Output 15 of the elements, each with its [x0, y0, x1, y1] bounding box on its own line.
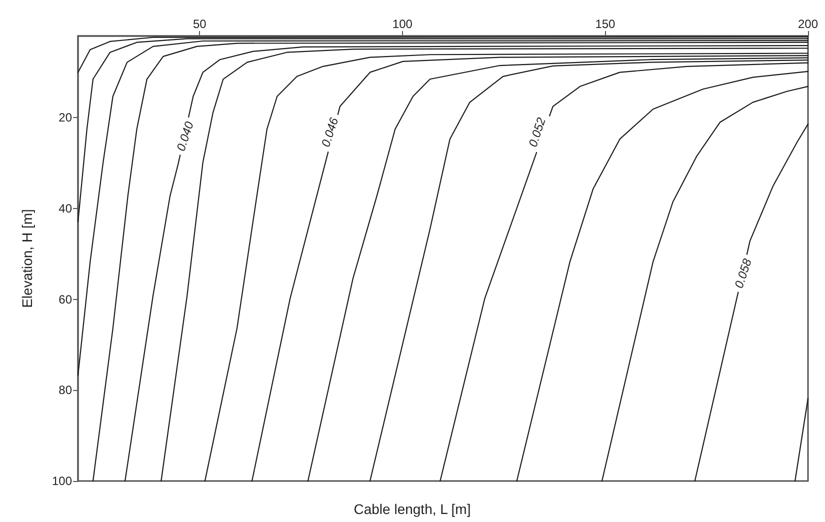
x-tick-label: 50 [192, 17, 207, 31]
x-tick-label: 150 [595, 17, 616, 31]
x-tick-label: 200 [798, 17, 818, 31]
x-axis-title: Cable length, L [m] [354, 501, 471, 517]
y-tick-label: 80 [58, 383, 72, 398]
y-tick-label: 60 [58, 292, 72, 306]
x-tick-label: 100 [392, 17, 413, 31]
annotation: 0.040 [174, 120, 196, 153]
y-tick-label: 100 [52, 474, 72, 488]
y-tick-label: 20 [58, 110, 72, 125]
annotation: 0.052 [526, 116, 548, 149]
annotation: 0.058 [732, 256, 755, 290]
y-axis-title: Elevation, H [m] [19, 209, 35, 308]
annotation: 0.046 [318, 116, 342, 149]
y-tick-label: 40 [58, 202, 72, 216]
